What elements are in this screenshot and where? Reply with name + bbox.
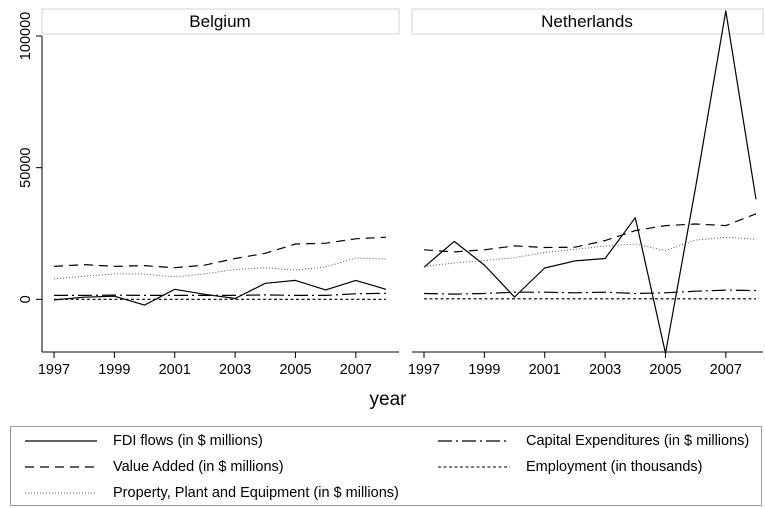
series-line-belgium-fdi-flows-in-millions	[53, 279, 387, 306]
x-axis-title: year	[370, 389, 408, 410]
legend-label: Value Added (in $ millions)	[113, 459, 284, 475]
panel-title-belgium: Belgium	[189, 12, 250, 31]
series-line-belgium-capital-expenditures-in-millions	[54, 292, 387, 296]
x-tick-label-2003: 2003	[589, 362, 621, 378]
legend-swatch-dashdot	[438, 440, 510, 442]
legend-label: Capital Expenditures (in $ millions)	[526, 433, 750, 449]
x-tick-label-1999: 1999	[98, 362, 130, 378]
series-line-belgium-value-added-in-millions	[53, 236, 387, 269]
legend-swatch-dotted	[25, 492, 97, 494]
legend-item-value-added: Value Added (in $ millions)	[23, 458, 284, 476]
x-tick-label-1997: 1997	[408, 362, 440, 378]
legend-item-property-plant-equipment: Property, Plant and Equipment (in $ mill…	[23, 484, 399, 502]
legend-swatch-dot	[438, 466, 510, 468]
series-line-netherlands-fdi-flows-in-millions	[423, 10, 757, 354]
series-line-belgium-property-plant-and-equipment-in-millions	[53, 257, 387, 280]
legend-swatch-solid	[25, 440, 97, 442]
legend-label: FDI flows (in $ millions)	[113, 433, 263, 449]
panel-header-belgium	[41, 8, 400, 35]
legend-label: Property, Plant and Equipment (in $ mill…	[113, 485, 399, 501]
y-tick-label-100000: 100000	[18, 12, 34, 60]
legend-item-employment: Employment (in thousands)	[436, 458, 703, 476]
legend-item-capital-expenditures: Capital Expenditures (in $ millions)	[436, 432, 749, 450]
series-line-netherlands-value-added-in-millions	[423, 213, 757, 253]
x-tick-label-2007: 2007	[710, 362, 742, 378]
legend-item-fdi-flows: FDI flows (in $ millions)	[23, 432, 263, 450]
legend-swatch-dash	[25, 466, 97, 468]
x-tick-label-2005: 2005	[279, 362, 311, 378]
y-tick-label-0: 0	[18, 295, 34, 303]
panel-header-netherlands	[411, 8, 764, 35]
x-tick-label-1997: 1997	[38, 362, 70, 378]
x-tick-label-2003: 2003	[219, 362, 251, 378]
series-line-netherlands-capital-expenditures-in-millions	[423, 289, 757, 295]
legend: FDI flows (in $ millions) Capital Expend…	[10, 426, 762, 506]
x-tick-label-1999: 1999	[468, 362, 500, 378]
legend-label: Employment (in thousands)	[526, 459, 703, 475]
x-tick-label-2005: 2005	[649, 362, 681, 378]
y-tick-label-50000: 50000	[18, 148, 34, 188]
x-tick-label-2001: 2001	[159, 362, 191, 378]
panel-title-netherlands: Netherlands	[541, 12, 633, 31]
x-tick-label-2001: 2001	[529, 362, 561, 378]
series-line-netherlands-property-plant-and-equipment-in-millions	[423, 236, 757, 267]
x-tick-label-2007: 2007	[340, 362, 372, 378]
